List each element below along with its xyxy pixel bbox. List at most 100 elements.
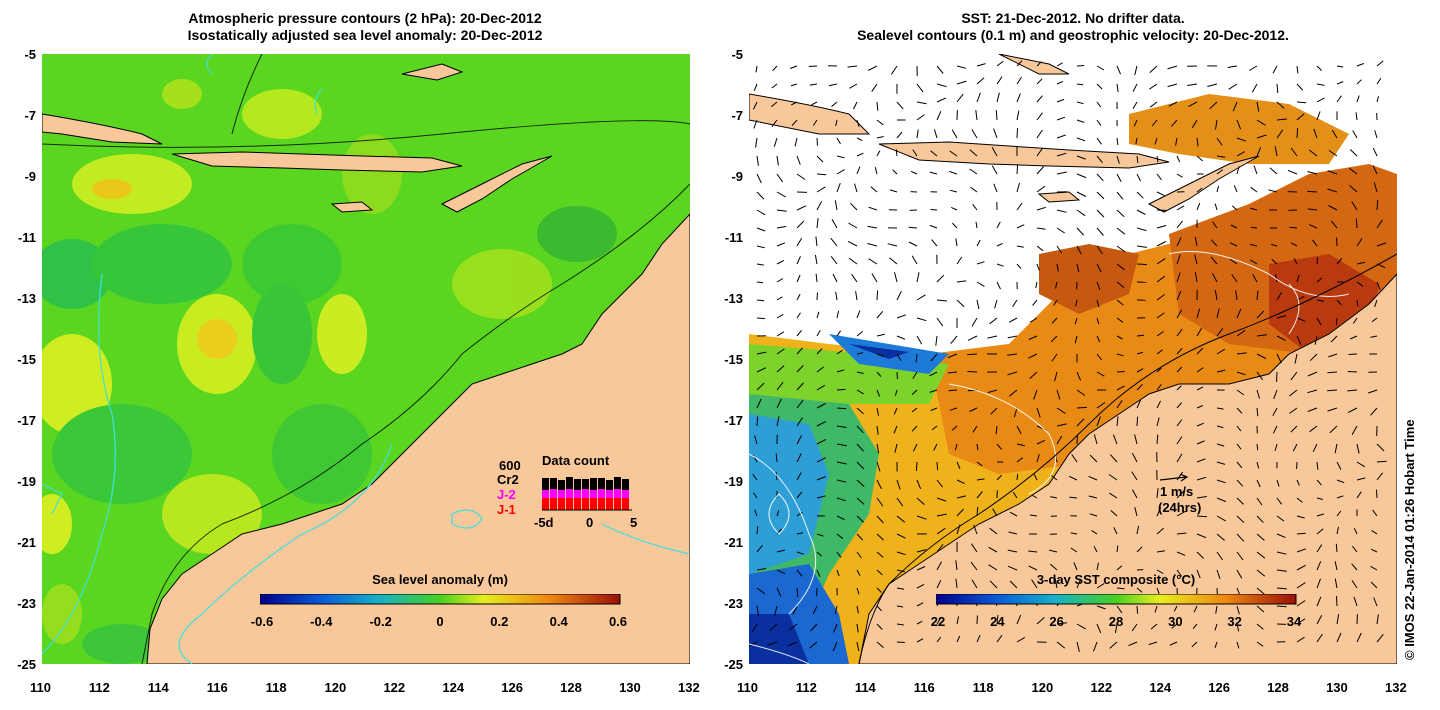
velocity-arrow [1076, 173, 1087, 179]
velocity-arrow [1312, 443, 1318, 453]
velocity-arrow [1328, 353, 1338, 358]
velocity-arrow [816, 438, 827, 445]
velocity-arrow [847, 240, 858, 247]
velocity-arrow [929, 224, 938, 229]
velocity-arrow [933, 129, 938, 139]
velocity-arrow [774, 605, 778, 616]
velocity-arrow [1250, 243, 1258, 247]
velocity-arrow [1253, 165, 1258, 175]
velocity-arrow [836, 461, 847, 465]
velocity-arrow [1316, 317, 1322, 326]
data-count-bar [550, 489, 557, 498]
velocity-arrow [936, 97, 947, 103]
velocity-arrow [1016, 224, 1025, 229]
velocity-arrow [1136, 191, 1144, 199]
velocity-arrow [810, 623, 818, 632]
velocity-arrow [1191, 119, 1198, 129]
velocity-arrow [936, 83, 947, 88]
velocity-arrow [796, 417, 803, 427]
velocity-arrow [1287, 169, 1298, 175]
velocity-arrow [976, 491, 983, 499]
velocity-arrow [1216, 551, 1224, 561]
velocity-arrow [1272, 425, 1278, 434]
velocity-arrow [836, 183, 841, 193]
velocity-arrow [856, 623, 859, 633]
velocity-arrow [776, 348, 785, 355]
velocity-arrow [950, 335, 958, 345]
sst-colorbar-tick: 22 [930, 614, 946, 629]
velocity-arrow [996, 614, 999, 625]
velocity-arrow [931, 425, 938, 431]
velocity-arrow [1256, 605, 1265, 613]
velocity-arrow [756, 351, 767, 355]
velocity-arrow [1116, 587, 1125, 590]
velocity-arrow [1336, 237, 1338, 247]
velocity-arrow [1016, 110, 1020, 121]
velocity-arrow [1256, 623, 1264, 630]
data-count-bar [622, 479, 629, 490]
velocity-arrow [1348, 353, 1358, 355]
velocity-arrow [1116, 227, 1126, 235]
velocity-arrow [1016, 457, 1024, 463]
velocity-arrow [1307, 208, 1318, 211]
velocity-arrow [1328, 150, 1338, 157]
velocity-arrow [896, 605, 904, 608]
data-count-bar [582, 479, 589, 489]
sea-level-anomaly-map[interactable] [42, 54, 690, 664]
velocity-arrow [796, 274, 801, 283]
velocity-arrow [1050, 563, 1058, 571]
velocity-arrow [1028, 550, 1038, 553]
velocity-arrow [1036, 112, 1043, 121]
velocity-arrow [1236, 166, 1240, 175]
velocity-arrow [836, 407, 847, 410]
velocity-arrow [1096, 623, 1102, 634]
velocity-arrow [955, 578, 958, 589]
velocity-arrow [1076, 389, 1086, 396]
velocity-arrow [1376, 96, 1380, 103]
velocity-arrow [1156, 294, 1165, 301]
velocity-arrow [1356, 79, 1362, 85]
velocity-arrow [996, 443, 1003, 450]
velocity-arrow [756, 367, 767, 373]
velocity-arrow [1136, 368, 1144, 373]
velocity-arrow [756, 544, 763, 553]
velocity-arrow [1376, 60, 1384, 67]
sst-map[interactable] [749, 54, 1397, 664]
velocity-arrow [916, 566, 926, 571]
velocity-arrow [1128, 641, 1138, 647]
velocity-arrow [967, 335, 978, 341]
velocity-arrow [1096, 317, 1100, 325]
velocity-arrow [1316, 544, 1323, 553]
velocity-arrow [755, 65, 758, 73]
left-y-tick: -15 [17, 352, 36, 367]
data-count-title: Data count [542, 453, 610, 468]
velocity-arrow [796, 293, 801, 301]
velocity-arrow [1196, 347, 1204, 355]
velocity-arrow [1056, 407, 1066, 414]
right-x-tick: 120 [1031, 680, 1054, 695]
velocity-arrow [989, 580, 998, 589]
velocity-arrow [949, 189, 958, 193]
velocity-arrow [1096, 119, 1102, 126]
velocity-arrow [1276, 335, 1286, 342]
right-x-tick: 128 [1267, 680, 1289, 695]
velocity-arrow [1013, 407, 1018, 418]
velocity-arrow [1336, 632, 1342, 643]
velocity-arrow [1096, 263, 1102, 273]
velocity-arrow [1151, 119, 1158, 127]
right-y-tick: -23 [724, 596, 743, 611]
velocity-arrow [816, 533, 824, 537]
velocity-arrow [1296, 479, 1300, 486]
velocity-arrow [1036, 61, 1042, 67]
velocity-arrow [876, 569, 883, 576]
velocity-arrow [894, 443, 898, 453]
velocity-arrow [1176, 532, 1187, 535]
velocity-arrow [947, 371, 958, 374]
velocity-arrow [1236, 551, 1244, 561]
velocity-arrow [1329, 425, 1338, 434]
velocity-arrow [1327, 389, 1338, 392]
velocity-arrow [756, 526, 759, 535]
velocity-arrow [1036, 185, 1046, 193]
velocity-arrow [1309, 224, 1318, 229]
velocity-arrow [816, 200, 823, 211]
